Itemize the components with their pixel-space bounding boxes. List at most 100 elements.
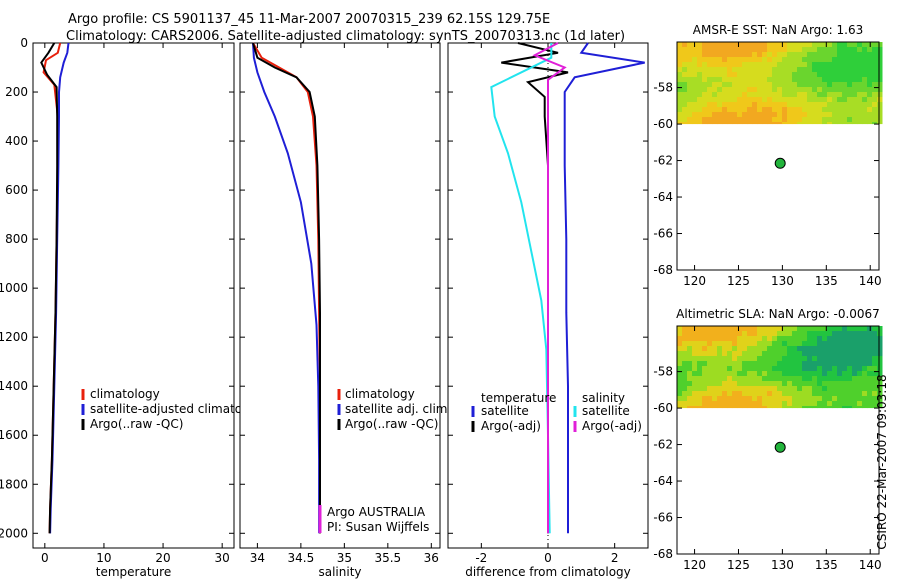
sst_map-heat-cell [797,47,803,53]
sst_map-heat-cell [867,122,873,125]
sla_map-heat-cell [792,396,798,402]
sla_map-heat-cell [752,396,758,402]
sla_map-heat-cell [812,401,818,407]
sla_map-heat-cell [677,391,683,397]
sla_map-heat-cell [842,376,848,382]
sla_map-heat-cell [807,401,813,407]
sla_map-heat-cell [827,401,833,407]
sst_map-heat-cell [867,52,873,58]
sst_map-heat-cell [692,97,698,103]
sla_map-heat-cell [822,371,828,377]
sla_map-heat-cell [872,381,878,387]
sst_map-heat-cell [707,47,713,53]
sla_map-heat-cell [842,341,848,347]
sla_map-heat-cell [682,336,688,342]
sla_map-heat-cell [752,341,758,347]
sst_map-heat-cell [837,82,843,88]
sla_map-heat-cell [737,351,743,357]
sla_map-heat-cell [737,371,743,377]
sla_map-heat-cell [827,346,833,352]
sst_map-heat-cell [807,107,813,113]
sla_map-heat-cell [827,336,833,342]
sla_map-heat-cell [752,371,758,377]
sla_map-heat-cell [832,351,838,357]
sla_map-heat-cell [692,401,698,407]
sla_map-heat-cell [847,406,853,409]
sla_map-heat-cell [782,381,788,387]
sst_map-heat-cell [697,52,703,58]
sla_map-heat-cell [762,326,768,332]
sla_map-heat-cell [822,396,828,402]
sst_map-heat-cell [727,107,733,113]
sla_map-heat-cell [782,366,788,372]
sst_map-heat-cell [852,102,858,108]
sla_map-heat-cell [702,361,708,367]
sla_map-heat-cell [802,356,808,362]
sla_map-heat-cell [822,401,828,407]
sla_map-heat-cell [797,386,803,392]
sst_map-heat-cell [877,72,883,78]
sst_map-heat-cell [832,52,838,58]
sst_map-heat-cell [692,112,698,118]
sst_map-heat-cell [752,62,758,68]
sst_map-heat-cell [712,117,718,123]
sst_map-heat-cell [792,47,798,53]
sla_map-heat-cell [847,346,853,352]
sla_map-heat-cell [827,331,833,337]
sst_map-heat-cell [837,47,843,53]
sst_map-heat-cell [767,102,773,108]
sla_map-heat-cell [827,351,833,357]
sst_map-heat-cell [872,62,878,68]
sst_map-heat-cell [812,67,818,73]
sst_map-heat-cell [822,97,828,103]
sla_map-heat-cell [732,341,738,347]
sst_map-heat-cell [732,92,738,98]
sla_map-heat-cell [712,356,718,362]
sst_map-heat-cell [752,52,758,58]
sst_map-heat-cell [752,117,758,123]
sla_map-heat-cell [847,376,853,382]
sst_map-heat-cell [752,102,758,108]
sst_map-heat-cell [767,77,773,83]
sla_map-heat-cell [707,381,713,387]
sla_map-heat-cell [832,341,838,347]
sla_map-heat-cell [742,376,748,382]
sla_map-heat-cell [747,376,753,382]
sla_map-heat-cell [722,351,728,357]
sst_map-heat-cell [857,117,863,123]
sla_map-heat-cell [792,341,798,347]
sst_map-heat-cell [747,92,753,98]
sla_map-heat-cell [782,351,788,357]
sla_map-heat-cell [742,406,748,409]
sla_map-heat-cell [727,386,733,392]
sst_map-heat-cell [702,102,708,108]
sst_map-heat-cell [797,122,803,125]
sla_map-heat-cell [797,346,803,352]
sst_map-heat-cell [717,112,723,118]
sst_map-heat-cell [747,122,753,125]
sst_map-heat-cell [682,97,688,103]
sst_map-heat-cell [827,67,833,73]
sst_map-heat-cell [682,82,688,88]
sst_map-heat-cell [807,102,813,108]
sst_map-heat-cell [737,72,743,78]
sla_map-heat-cell [752,366,758,372]
sst_map-heat-cell [867,57,873,63]
sla_map-heat-cell [732,351,738,357]
sst_map-heat-cell [772,122,778,125]
sla_map-heat-cell [777,371,783,377]
sla_map-heat-cell [827,366,833,372]
sla_map-heat-cell [817,331,823,337]
sst_map-heat-cell [842,102,848,108]
sla_map-heat-cell [827,391,833,397]
sla_map-heat-cell [837,381,843,387]
sst_map-heat-cell [782,107,788,113]
sla_map-heat-cell [867,376,873,382]
sla_map-heat-cell [682,361,688,367]
sla_map-heat-cell [857,376,863,382]
sla_map-heat-cell [842,366,848,372]
sst_map-heat-cell [792,87,798,93]
sst_map-heat-cell [762,62,768,68]
sst_map-heat-cell [817,57,823,63]
sla_map-heat-cell [832,391,838,397]
